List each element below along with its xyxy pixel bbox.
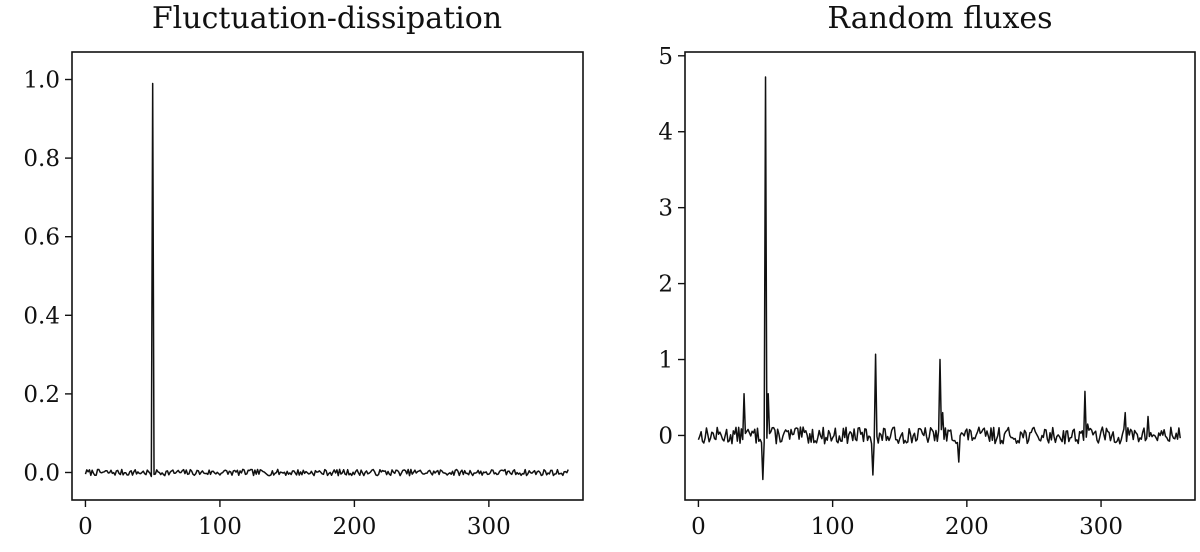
- y-tick-label: 0.4: [23, 303, 60, 329]
- series-line: [697, 76, 1181, 481]
- y-tick-label: 1: [658, 348, 673, 374]
- y-tick-label: 0.6: [23, 225, 60, 251]
- plot-frame: [71, 51, 584, 501]
- chart-title: Fluctuation-dissipation: [152, 1, 502, 36]
- y-tick-label: 3: [658, 196, 673, 222]
- y-tick-label: 1.0: [23, 68, 60, 94]
- y-tick-label: 0.2: [23, 382, 60, 408]
- y-tick-label: 4: [658, 120, 673, 146]
- y-tick-label: 0.0: [23, 460, 60, 486]
- chart-title: Random fluxes: [827, 1, 1052, 36]
- y-tick-label: 0.8: [23, 146, 60, 172]
- y-tick-label: 5: [658, 44, 673, 70]
- x-tick-label: 0: [691, 514, 706, 540]
- panel-fluctuation-dissipation: Fluctuation-dissipation 0 100 200 300 0.0 0.2…: [23, 1, 584, 540]
- x-tick-label: 200: [332, 514, 376, 540]
- x-tick-label: 0: [78, 514, 93, 540]
- x-tick-label: 300: [467, 514, 511, 540]
- x-tick-label: 100: [811, 514, 855, 540]
- y-tick-label: 0: [658, 423, 673, 449]
- series-line: [84, 82, 569, 478]
- x-tick-label: 300: [1079, 514, 1123, 540]
- axes: 0 100 200 300 0.0 0.2 0.4 0.6 0.8 1.0: [23, 68, 510, 540]
- plot-frame: [684, 51, 1196, 501]
- y-tick-label: 2: [658, 272, 673, 298]
- x-tick-label: 200: [945, 514, 989, 540]
- x-tick-label: 100: [198, 514, 242, 540]
- panel-random-fluxes: Random fluxes 0 100 200 300 0 1 2 3 4 5: [658, 1, 1196, 540]
- axes: 0 100 200 300 0 1 2 3 4 5: [658, 44, 1123, 540]
